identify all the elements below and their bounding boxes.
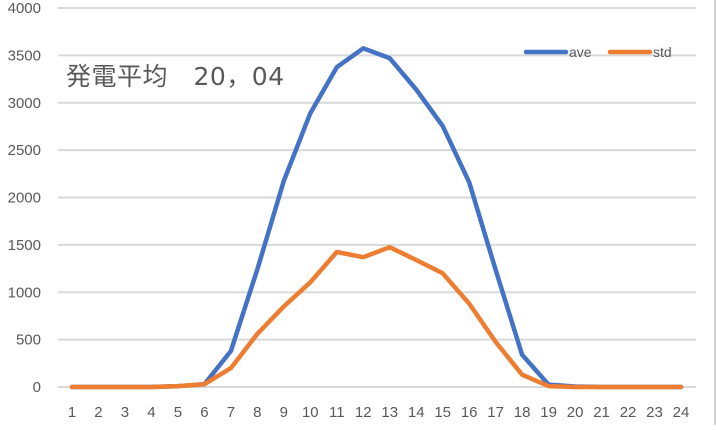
y-tick-label: 500 — [16, 332, 41, 349]
y-tick-label: 2500 — [8, 142, 41, 159]
x-tick-label: 10 — [302, 404, 319, 421]
legend: ave std — [523, 44, 672, 60]
x-tick-label: 3 — [121, 404, 129, 421]
x-tick-label: 24 — [673, 404, 690, 421]
x-tick-label: 2 — [94, 404, 102, 421]
y-tick-label: 3000 — [8, 95, 41, 112]
legend-item-std: std — [607, 44, 672, 60]
y-tick-label: 4000 — [8, 0, 41, 17]
y-tick-label: 1500 — [8, 237, 41, 254]
x-tick-label: 6 — [200, 404, 208, 421]
legend-label: ave — [569, 44, 592, 60]
legend-label: std — [653, 44, 672, 60]
spreadsheet-column-border — [714, 0, 716, 425]
x-tick-label: 16 — [461, 404, 478, 421]
x-tick-label: 8 — [253, 404, 261, 421]
y-tick-label: 2000 — [8, 190, 41, 207]
chart-title: 発電平均 20，04 — [66, 62, 285, 91]
x-tick-label: 23 — [646, 404, 663, 421]
x-axis-labels: 1 2 3 4 5 6 7 8 9 10 11 12 13 14 15 16 17 18 19 20 21 22 23 24 — [68, 404, 690, 421]
x-tick-label: 17 — [487, 404, 504, 421]
x-tick-label: 19 — [540, 404, 557, 421]
x-tick-label: 21 — [593, 404, 610, 421]
x-tick-label: 13 — [381, 404, 398, 421]
x-tick-label: 12 — [355, 404, 372, 421]
x-tick-label: 18 — [514, 404, 531, 421]
x-tick-label: 5 — [174, 404, 182, 421]
x-tick-label: 15 — [434, 404, 451, 421]
y-axis-labels: 0 500 1000 1500 2000 2500 3000 3500 4000 — [8, 0, 41, 396]
x-tick-label: 1 — [68, 404, 76, 421]
x-tick-label: 11 — [329, 404, 345, 421]
x-tick-label: 22 — [620, 404, 637, 421]
x-tick-label: 7 — [227, 404, 235, 421]
x-tick-label: 9 — [280, 404, 288, 421]
y-tick-label: 1000 — [8, 284, 41, 301]
series-lines — [69, 46, 684, 390]
y-tick-label: 3500 — [8, 47, 41, 64]
y-tick-label: 0 — [33, 379, 41, 396]
x-tick-label: 14 — [408, 404, 425, 421]
gridlines — [58, 7, 696, 388]
x-tick-label: 20 — [567, 404, 584, 421]
series-line-std — [69, 244, 684, 390]
series-line-ave — [69, 46, 684, 390]
x-tick-label: 4 — [147, 404, 155, 421]
legend-item-ave: ave — [523, 44, 592, 60]
